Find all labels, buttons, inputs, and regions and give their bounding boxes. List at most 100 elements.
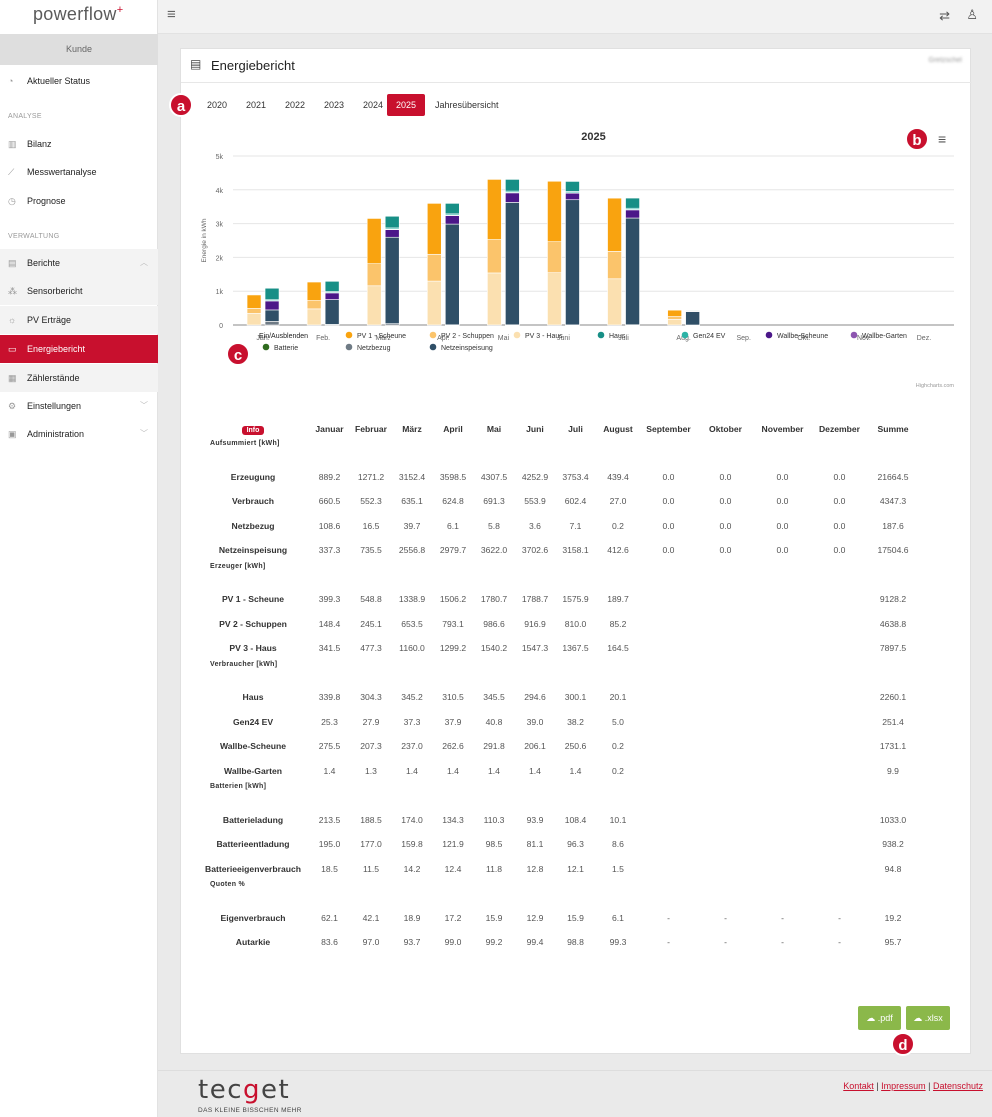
bar-pv-1-scheune[interactable] xyxy=(366,218,382,265)
bar-wallbe-scheune[interactable] xyxy=(625,209,640,219)
bar-pv-3-haus[interactable] xyxy=(607,278,622,326)
bar-wallbe-scheune[interactable] xyxy=(384,228,400,238)
empty-cell xyxy=(754,661,811,686)
table-cell: 399.3 xyxy=(318,594,341,605)
legend-item[interactable]: Wallbe-Scheune xyxy=(777,333,828,340)
impressum-link[interactable]: Impressum xyxy=(881,1081,926,1091)
bar-pv-3-haus[interactable] xyxy=(426,280,442,326)
bar-pv-3-haus[interactable] xyxy=(366,285,382,326)
bar-pv-1-scheune[interactable] xyxy=(246,294,262,309)
bar-netzbezug[interactable] xyxy=(264,321,280,326)
bar-pv-2-schuppen[interactable] xyxy=(607,251,622,280)
sidebar-item-messwertanalyse[interactable]: ⟋ Messwertanalyse xyxy=(0,158,158,186)
legend-item[interactable]: Netzeinspeisung xyxy=(441,345,493,352)
bar-wallbe-scheune[interactable] xyxy=(505,192,520,203)
tab-year-2020[interactable]: 2020 xyxy=(207,100,228,110)
bar-netzeinspeisung[interactable] xyxy=(505,202,520,326)
legend-item[interactable]: PV 3 - Haus xyxy=(525,333,563,340)
bar-haus[interactable] xyxy=(384,215,400,229)
legend-item[interactable]: Haus xyxy=(609,333,626,340)
sidebar-item-berichte[interactable]: ▤ Berichte ︿ xyxy=(0,249,158,277)
legend-item[interactable]: Netzbezug xyxy=(357,345,391,352)
bar-haus[interactable] xyxy=(685,309,700,312)
bar-netzeinspeisung[interactable] xyxy=(625,217,640,326)
table-cell: 1.4 xyxy=(529,765,541,776)
bar-haus[interactable] xyxy=(264,287,280,301)
sidebar-item-zaehlerstaende[interactable]: ▦ Zählerstände xyxy=(0,364,158,392)
legend-item[interactable]: PV 1 - Scheune xyxy=(357,333,406,340)
bar-pv-1-scheune[interactable] xyxy=(667,309,682,317)
hamburger-menu-icon[interactable]: ≡ xyxy=(167,6,176,23)
bar-pv-2-schuppen[interactable] xyxy=(366,263,382,287)
bar-pv-2-schuppen[interactable] xyxy=(306,300,322,310)
table-cell xyxy=(640,857,697,882)
bar-pv-3-haus[interactable] xyxy=(487,272,502,326)
legend-item[interactable]: Gen24 EV xyxy=(693,333,726,340)
legend-item[interactable]: Wallbe-Garten xyxy=(862,333,907,340)
sidebar-item-einstellungen[interactable]: ⚙ Einstellungen ﹀ xyxy=(0,392,158,420)
bar-pv-2-schuppen[interactable] xyxy=(246,308,262,314)
tab-jahresuebersicht[interactable]: Jahresübersicht xyxy=(435,100,499,110)
bar-netzeinspeisung[interactable] xyxy=(324,299,340,325)
bar-wallbe-scheune[interactable] xyxy=(324,292,340,300)
sidebar-item-sensorbericht[interactable]: ⁂ Sensorbericht xyxy=(0,277,158,305)
export-pdf-button[interactable]: ☁ .pdf xyxy=(858,1006,901,1030)
tab-year-2024[interactable]: 2024 xyxy=(363,100,384,110)
bar-pv-2-schuppen[interactable] xyxy=(547,241,562,274)
kontakt-link[interactable]: Kontakt xyxy=(843,1081,874,1091)
bar-netzeinspeisung[interactable] xyxy=(384,236,400,324)
customer-selector[interactable]: Kunde xyxy=(0,34,158,65)
highcharts-credit[interactable]: Highcharts.com xyxy=(916,383,955,389)
bar-pv-3-haus[interactable] xyxy=(547,272,562,326)
tab-year-2023[interactable]: 2023 xyxy=(324,100,345,110)
bar-netzeinspeisung[interactable] xyxy=(685,310,700,326)
tab-year-2021[interactable]: 2021 xyxy=(246,100,267,110)
bar-netzeinspeisung[interactable] xyxy=(444,223,460,326)
bar-haus[interactable] xyxy=(565,181,580,192)
bar-haus[interactable] xyxy=(625,197,640,209)
bar-pv-3-haus[interactable] xyxy=(306,308,322,326)
table-cell: 1506.2 xyxy=(439,594,467,605)
tab-year-2022[interactable]: 2022 xyxy=(285,100,306,110)
datenschutz-link[interactable]: Datenschutz xyxy=(932,1081,983,1091)
bar-pv-1-scheune[interactable] xyxy=(306,281,322,301)
legend-item[interactable]: Batterie xyxy=(274,345,298,352)
sidebar-item-administration[interactable]: ▣ Administration ﹀ xyxy=(0,420,158,448)
table-cell: 5.0 xyxy=(612,716,624,727)
bar-pv-2-schuppen[interactable] xyxy=(487,239,502,274)
bar-pv-3-haus[interactable] xyxy=(667,319,682,326)
section-title: Batterien [kWh] xyxy=(210,783,267,790)
bar-pv-2-schuppen[interactable] xyxy=(667,316,682,320)
sidebar-item-prognose[interactable]: ◷ Prognose xyxy=(0,187,158,215)
empty-cell xyxy=(515,881,555,906)
tab-year-2025[interactable]: 2025 xyxy=(387,94,426,116)
bar-wallbe-scheune[interactable] xyxy=(264,300,280,311)
user-icon[interactable]: ♙ xyxy=(966,7,978,22)
chart-menu-icon[interactable]: ≡ xyxy=(938,131,947,147)
row-label: Batterieladung xyxy=(222,814,284,825)
export-xlsx-button[interactable]: ☁ .xlsx xyxy=(906,1006,950,1030)
app-logo[interactable]: powerflow+ xyxy=(33,4,123,25)
bar-pv-1-scheune[interactable] xyxy=(547,180,562,243)
legend-item[interactable]: PV 2 - Schuppen xyxy=(441,333,494,340)
bar-pv-3-haus[interactable] xyxy=(246,313,262,326)
sidebar-item-pv-ertraege[interactable]: ☼ PV Erträge xyxy=(0,306,158,334)
swap-arrows-icon[interactable]: ⇄ xyxy=(939,8,950,23)
bar-netzeinspeisung[interactable] xyxy=(565,199,580,326)
sidebar-item-bilanz[interactable]: ▥ Bilanz xyxy=(0,130,158,158)
bar-pv-1-scheune[interactable] xyxy=(607,197,622,252)
legend-toggle-label[interactable]: Ein/Ausblenden xyxy=(259,333,308,340)
sidebar-item-status[interactable]: ◔ Aktueller Status xyxy=(0,67,158,95)
bar-netzeinspeisung[interactable] xyxy=(264,309,280,322)
info-button[interactable]: Info xyxy=(241,425,265,435)
sidebar-item-energiebericht[interactable]: ▭ Energiebericht xyxy=(0,335,158,363)
bar-haus[interactable] xyxy=(505,179,520,192)
bar-pv-1-scheune[interactable] xyxy=(487,179,502,240)
bar-haus[interactable] xyxy=(324,281,340,292)
bar-pv-2-schuppen[interactable] xyxy=(426,253,442,282)
bar-pv-1-scheune[interactable] xyxy=(426,203,442,255)
bar-wallbe-scheune[interactable] xyxy=(565,192,580,201)
bar-wallbe-scheune[interactable] xyxy=(444,214,460,225)
bar-haus[interactable] xyxy=(444,203,460,215)
empty-cell xyxy=(433,783,473,808)
